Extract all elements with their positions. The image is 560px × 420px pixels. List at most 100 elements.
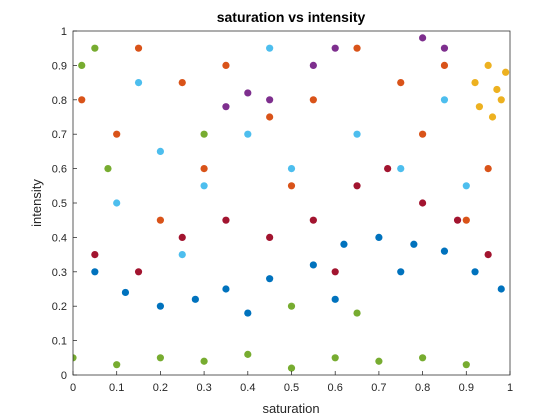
- x-axis-label: saturation: [262, 401, 319, 416]
- scatter-point: [502, 68, 510, 76]
- scatter-point: [462, 182, 470, 190]
- scatter-point: [156, 147, 164, 155]
- scatter-point: [484, 251, 492, 259]
- x-tick-label: 0.4: [240, 382, 255, 394]
- scatter-point: [266, 44, 274, 52]
- scatter-point: [222, 103, 230, 111]
- scatter-point: [453, 216, 462, 224]
- scatter-point: [222, 61, 230, 69]
- scatter-point: [134, 44, 143, 52]
- scatter-point: [287, 364, 296, 372]
- plot-area: [73, 31, 510, 375]
- scatter-point: [497, 96, 505, 104]
- scatter-point: [471, 268, 479, 276]
- scatter-point: [353, 309, 361, 317]
- scatter-point: [419, 199, 427, 207]
- y-tick-label: 0.4: [52, 232, 67, 244]
- scatter-point: [419, 130, 427, 138]
- scatter-point: [113, 130, 121, 138]
- scatter-point: [91, 251, 99, 259]
- scatter-point: [309, 96, 317, 104]
- scatter-point: [91, 44, 99, 52]
- scatter-point: [113, 361, 121, 369]
- scatter-point: [375, 233, 383, 241]
- scatter-point: [156, 216, 164, 224]
- x-tick-label: 0.6: [328, 382, 343, 394]
- scatter-point: [419, 34, 427, 42]
- scatter-point: [309, 216, 317, 224]
- scatter-point: [397, 165, 405, 173]
- x-tick-label: 0.3: [196, 382, 211, 394]
- scatter-point: [462, 361, 470, 369]
- scatter-point: [440, 96, 449, 104]
- scatter-point: [471, 79, 479, 87]
- scatter-point: [384, 165, 392, 173]
- scatter-point: [73, 354, 77, 362]
- scatter-point: [244, 89, 252, 97]
- x-tick-label: 0.5: [284, 382, 299, 394]
- x-tick-label: 1: [507, 382, 513, 394]
- scatter-point: [440, 61, 449, 69]
- scatter-point: [178, 251, 186, 259]
- scatter-point: [462, 216, 470, 224]
- y-ticks: 0 0.1 0.2 0.3 0.4 0.5 0.6 0.7 0.8 0.9 1: [52, 26, 77, 382]
- scatter-point: [156, 302, 164, 310]
- scatter-point: [340, 240, 348, 248]
- scatter-point: [266, 233, 274, 241]
- scatter-point: [200, 357, 208, 365]
- scatter-point: [91, 268, 99, 276]
- x-tick-label: 0.7: [371, 382, 386, 394]
- y-axis-label: intensity: [29, 179, 44, 227]
- scatter-point: [331, 44, 339, 52]
- scatter-point: [353, 44, 361, 52]
- chart-title: saturation vs intensity: [217, 9, 366, 25]
- scatter-point: [287, 182, 296, 190]
- scatter-point: [113, 199, 121, 207]
- scatter-point: [331, 295, 339, 303]
- scatter-point: [222, 285, 230, 293]
- scatter-point: [134, 268, 143, 276]
- scatter-point: [244, 350, 252, 358]
- x-tick-label: 0.9: [459, 382, 474, 394]
- scatter-point: [397, 79, 405, 87]
- scatter-point: [244, 309, 252, 317]
- scatter-point: [104, 165, 112, 173]
- scatter-point: [266, 275, 274, 283]
- scatter-point: [475, 103, 484, 111]
- scatter-point: [287, 302, 296, 310]
- scatter-point: [440, 247, 449, 255]
- x-ticks: 0 0.1 0.2 0.3 0.4 0.5 0.6 0.7 0.8 0.9 1: [70, 371, 513, 394]
- scatter-point: [440, 44, 449, 52]
- scatter-point: [353, 182, 361, 190]
- scatter-point: [484, 165, 492, 173]
- scatter-point: [309, 261, 317, 269]
- scatter-point: [200, 130, 208, 138]
- y-tick-label: 0.9: [52, 60, 67, 72]
- scatter-point: [497, 285, 505, 293]
- scatter-point: [331, 354, 339, 362]
- y-tick-label: 0.6: [52, 164, 67, 176]
- scatter-point: [484, 61, 492, 69]
- x-tick-label: 0.1: [109, 382, 124, 394]
- y-tick-label: 0.3: [52, 267, 67, 279]
- scatter-point: [200, 182, 208, 190]
- x-tick-label: 0.2: [153, 382, 168, 394]
- scatter-point: [309, 61, 317, 69]
- y-tick-label: 0.8: [52, 95, 67, 107]
- scatter-point: [134, 79, 143, 87]
- x-tick-label: 0: [70, 382, 76, 394]
- y-tick-label: 0: [61, 370, 67, 382]
- scatter-point: [397, 268, 405, 276]
- scatter-point: [488, 113, 497, 121]
- scatter-point: [156, 354, 164, 362]
- scatter-point: [222, 216, 230, 224]
- y-tick-label: 0.5: [52, 198, 67, 210]
- scatter-point: [287, 165, 296, 173]
- scatter-point: [375, 357, 383, 365]
- scatter-point: [191, 295, 199, 303]
- y-tick-label: 0.7: [52, 129, 67, 141]
- scatter-point: [178, 79, 186, 87]
- scatter-point: [266, 113, 274, 121]
- scatter-point: [78, 96, 86, 104]
